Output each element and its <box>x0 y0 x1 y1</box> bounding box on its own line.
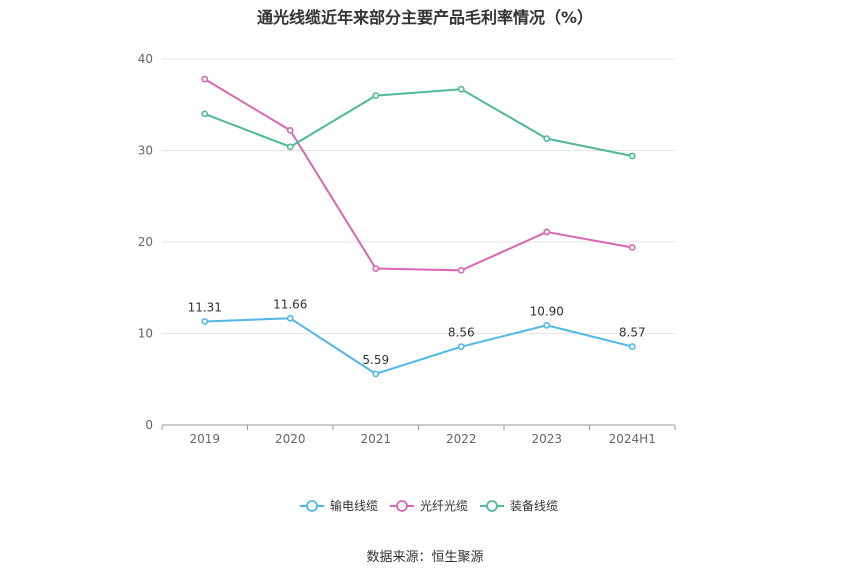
legend-label: 光纤光缆 <box>420 499 468 513</box>
legend-label: 输电线缆 <box>330 498 378 513</box>
data-point <box>628 152 636 160</box>
data-label: 10.90 <box>530 304 564 318</box>
y-tick-label: 30 <box>138 144 153 158</box>
axes: 0 10 20 30 40 2019 2020 2021 2022 2023 2024H1 <box>138 52 676 446</box>
y-tick-label: 20 <box>138 235 153 249</box>
x-tick-label: 2019 <box>189 432 220 446</box>
data-point <box>286 143 294 151</box>
data-point <box>201 110 209 118</box>
data-point <box>372 92 380 99</box>
data-point <box>372 370 380 378</box>
data-point <box>543 228 551 236</box>
x-tick-label: 2020 <box>275 432 306 446</box>
data-label: 8.56 <box>448 326 475 340</box>
data-label: 11.66 <box>273 297 307 311</box>
series-lines <box>201 75 636 378</box>
data-point <box>628 343 636 350</box>
data-label: 5.59 <box>362 353 389 367</box>
y-tick-label: 10 <box>138 327 153 341</box>
legend-marker <box>396 500 408 512</box>
data-point <box>201 75 209 83</box>
legend-marker <box>486 500 498 512</box>
x-tick-label: 2023 <box>531 432 562 446</box>
grid-lines <box>162 58 675 334</box>
data-point <box>457 343 465 351</box>
data-point <box>628 244 636 251</box>
data-point <box>286 314 294 322</box>
legend-marker <box>306 500 318 512</box>
y-tick-label: 40 <box>138 52 153 66</box>
data-point <box>543 321 551 329</box>
legend-label: 装备线缆 <box>510 499 558 513</box>
x-tick-label: 2021 <box>360 432 391 446</box>
x-tick-label: 2022 <box>446 432 477 446</box>
legend: 输电线缆 光纤光缆 装备线缆 <box>300 498 558 513</box>
data-point <box>457 85 465 93</box>
data-label: 8.57 <box>619 326 646 340</box>
data-labels: 11.31 11.66 5.59 8.56 10.90 8.57 <box>188 297 646 367</box>
series-line-3 <box>204 88 633 157</box>
data-point <box>372 265 380 272</box>
series-line-2 <box>204 78 633 272</box>
data-point <box>543 135 551 143</box>
x-tick-label: 2024H1 <box>609 432 656 446</box>
source-note: 数据来源：恒生聚源 <box>366 550 484 565</box>
chart-title: 通光线缆近年来部分主要产品毛利率情况（%） <box>256 8 594 27</box>
data-point <box>457 266 465 274</box>
y-tick-label: 0 <box>145 418 153 432</box>
data-point <box>286 126 294 134</box>
data-point <box>201 318 209 325</box>
data-label: 11.31 <box>188 301 222 315</box>
series-line-1 <box>204 317 633 375</box>
